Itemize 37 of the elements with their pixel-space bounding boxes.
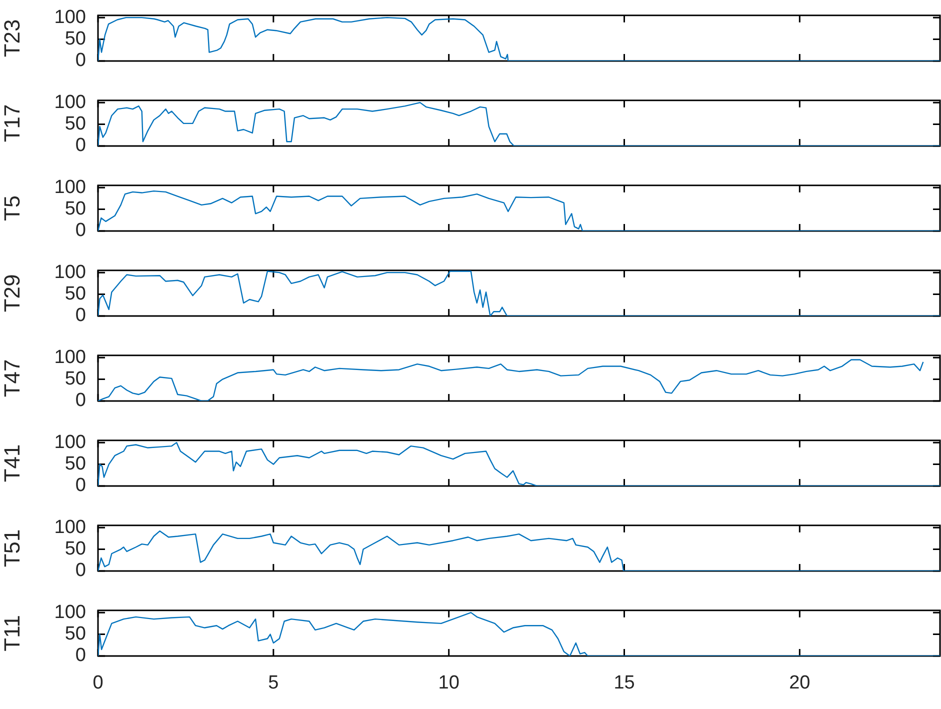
- y-tick-label: 50: [64, 198, 86, 220]
- y-tick-label: 100: [54, 262, 86, 283]
- y-tick-label: 50: [64, 368, 86, 390]
- y-tick-label: 0: [75, 645, 86, 666]
- y-axis-title: T11: [0, 615, 24, 652]
- y-tick-label: 100: [54, 176, 86, 198]
- y-axis-title: T5: [0, 195, 24, 222]
- y-tick-label: 100: [54, 6, 86, 28]
- y-axis-title: T47: [0, 359, 24, 398]
- y-tick-label: 100: [54, 432, 86, 453]
- y-axis-title: T41: [0, 444, 24, 482]
- y-tick-label: 0: [75, 475, 86, 496]
- y-tick-label: 0: [75, 560, 86, 582]
- y-tick-label: 50: [64, 538, 86, 560]
- y-tick-label: 50: [64, 624, 86, 645]
- y-axis-title: T51: [0, 529, 24, 568]
- x-tick-label: 20: [789, 672, 810, 694]
- x-tick-label: 5: [268, 672, 279, 694]
- y-axis-title: T17: [0, 104, 24, 142]
- y-axis-title: T23: [0, 19, 24, 58]
- y-tick-label: 0: [75, 220, 86, 242]
- y-tick-label: 50: [64, 114, 86, 135]
- y-tick-label: 100: [54, 346, 86, 368]
- y-tick-label: 0: [75, 135, 86, 156]
- y-tick-label: 100: [54, 516, 86, 538]
- y-tick-label: 50: [64, 454, 86, 475]
- y-tick-label: 0: [75, 50, 86, 72]
- y-tick-label: 100: [54, 602, 86, 623]
- y-tick-label: 0: [75, 305, 86, 326]
- y-tick-label: 50: [64, 284, 86, 305]
- x-tick-label: 0: [92, 672, 104, 694]
- x-tick-label: 10: [438, 672, 460, 694]
- y-tick-label: 50: [64, 28, 86, 50]
- y-axis-title: T29: [0, 274, 24, 312]
- y-tick-label: 0: [75, 390, 86, 412]
- x-tick-label: 15: [614, 672, 635, 694]
- y-tick-label: 100: [54, 92, 86, 113]
